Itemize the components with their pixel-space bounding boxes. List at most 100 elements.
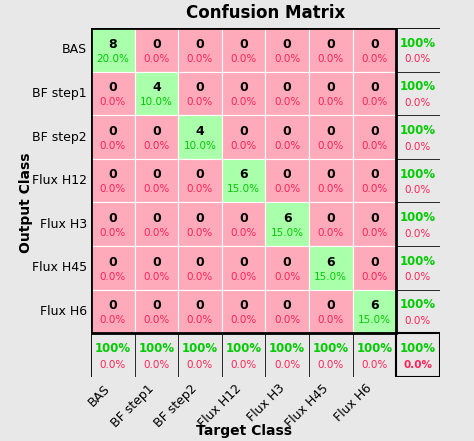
Text: 0.0%: 0.0% — [318, 228, 344, 238]
Text: Target Class: Target Class — [196, 424, 292, 438]
Text: 0.0%: 0.0% — [274, 184, 301, 194]
Text: 0: 0 — [239, 256, 248, 269]
Bar — [135, 202, 178, 246]
Bar — [178, 28, 222, 71]
Bar — [309, 28, 353, 71]
Bar — [396, 333, 440, 377]
Text: 0.0%: 0.0% — [187, 97, 213, 107]
Text: 0.0%: 0.0% — [187, 272, 213, 281]
Text: 0.0%: 0.0% — [405, 273, 431, 282]
Bar — [396, 202, 440, 246]
Text: 0.0%: 0.0% — [405, 185, 431, 195]
Text: 10.0%: 10.0% — [183, 141, 217, 151]
Text: 0: 0 — [327, 81, 335, 94]
Text: 0: 0 — [327, 37, 335, 51]
Bar — [353, 246, 396, 290]
Bar — [353, 71, 396, 115]
Text: 0: 0 — [196, 256, 204, 269]
Text: 0: 0 — [239, 212, 248, 225]
Text: 0: 0 — [152, 125, 161, 138]
Text: 4: 4 — [196, 125, 204, 138]
Text: 100%: 100% — [226, 342, 262, 355]
Text: 0.0%: 0.0% — [187, 53, 213, 64]
Text: 0: 0 — [370, 168, 379, 181]
Text: 0: 0 — [196, 81, 204, 94]
Text: Flux H45: Flux H45 — [283, 382, 331, 430]
Text: 0.0%: 0.0% — [274, 97, 301, 107]
Text: 0.0%: 0.0% — [405, 316, 431, 326]
Text: 100%: 100% — [400, 37, 436, 50]
Text: 0.0%: 0.0% — [361, 97, 388, 107]
Text: 0.0%: 0.0% — [100, 141, 126, 151]
Bar — [309, 71, 353, 115]
Bar — [396, 290, 440, 333]
Text: 0.0%: 0.0% — [274, 53, 301, 64]
Bar — [135, 290, 178, 333]
Text: 0: 0 — [152, 299, 161, 312]
Text: 15.0%: 15.0% — [358, 315, 391, 325]
Bar — [178, 246, 222, 290]
Bar — [222, 115, 265, 159]
Text: 0.0%: 0.0% — [143, 359, 170, 370]
Text: 0.0%: 0.0% — [318, 359, 344, 370]
Text: 0: 0 — [239, 125, 248, 138]
Text: 0: 0 — [370, 81, 379, 94]
Text: BF step1: BF step1 — [32, 87, 87, 100]
Text: 0.0%: 0.0% — [405, 229, 431, 239]
Bar — [353, 159, 396, 202]
Text: 0.0%: 0.0% — [187, 315, 213, 325]
Bar — [178, 71, 222, 115]
Text: 0.0%: 0.0% — [187, 184, 213, 194]
Text: 20.0%: 20.0% — [96, 53, 129, 64]
Text: 0.0%: 0.0% — [361, 141, 388, 151]
Bar — [396, 115, 440, 159]
Text: 0.0%: 0.0% — [100, 228, 126, 238]
Text: 100%: 100% — [400, 342, 436, 355]
Text: 100%: 100% — [400, 168, 436, 180]
Text: 0.0%: 0.0% — [361, 53, 388, 64]
Bar — [265, 115, 309, 159]
Text: 100%: 100% — [356, 342, 392, 355]
Text: 0.0%: 0.0% — [230, 272, 257, 281]
Text: 0.0%: 0.0% — [274, 272, 301, 281]
Text: 10.0%: 10.0% — [140, 97, 173, 107]
Text: 0.0%: 0.0% — [230, 315, 257, 325]
Bar — [353, 28, 396, 71]
Text: BF step2: BF step2 — [32, 131, 87, 143]
Text: 0: 0 — [283, 125, 292, 138]
Text: 0.0%: 0.0% — [230, 97, 257, 107]
Text: 0: 0 — [152, 168, 161, 181]
Bar — [265, 246, 309, 290]
Text: 100%: 100% — [400, 211, 436, 224]
Text: 6: 6 — [239, 168, 248, 181]
Text: 0: 0 — [283, 256, 292, 269]
Text: 100%: 100% — [313, 342, 349, 355]
Bar — [396, 159, 440, 202]
Bar — [265, 159, 309, 202]
Text: Confusion Matrix: Confusion Matrix — [186, 4, 345, 22]
Text: 0: 0 — [283, 81, 292, 94]
Bar — [222, 71, 265, 115]
Bar — [309, 159, 353, 202]
Bar — [135, 28, 178, 71]
Text: 100%: 100% — [400, 255, 436, 268]
Bar — [91, 159, 135, 202]
Text: 0.0%: 0.0% — [100, 97, 126, 107]
Text: 8: 8 — [109, 37, 117, 51]
Text: 0.0%: 0.0% — [143, 141, 170, 151]
Text: 0: 0 — [239, 81, 248, 94]
Bar — [178, 202, 222, 246]
Text: 0: 0 — [239, 37, 248, 51]
Bar — [309, 115, 353, 159]
Bar — [178, 290, 222, 333]
Text: Flux H12: Flux H12 — [32, 174, 87, 187]
Text: 6: 6 — [327, 256, 335, 269]
Text: 0.0%: 0.0% — [230, 53, 257, 64]
Text: 0.0%: 0.0% — [143, 228, 170, 238]
Bar — [309, 290, 353, 333]
Text: 0: 0 — [152, 256, 161, 269]
Text: Output Class: Output Class — [18, 152, 33, 253]
Bar — [91, 202, 135, 246]
Bar — [135, 71, 178, 115]
Bar — [396, 71, 440, 115]
